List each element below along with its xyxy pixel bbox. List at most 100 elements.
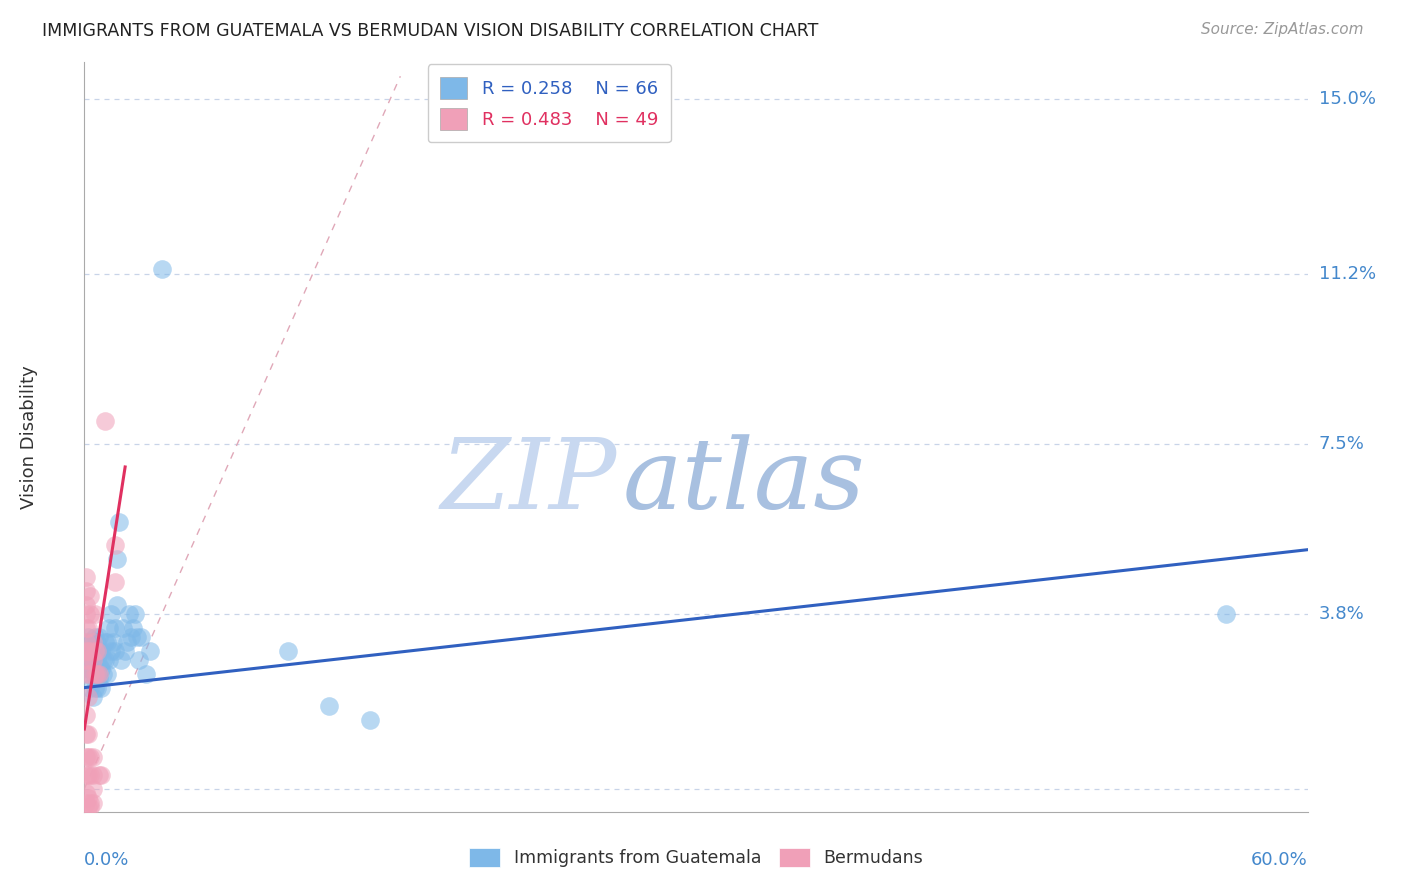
Point	[100, 644, 122, 658]
Point	[115, 634, 138, 648]
Point	[86, 644, 108, 658]
Point	[82, 749, 104, 764]
Point	[86, 666, 108, 681]
Point	[75, 634, 97, 648]
Point	[90, 681, 112, 695]
Point	[138, 644, 160, 658]
Text: IMMIGRANTS FROM GUATEMALA VS BERMUDAN VISION DISABILITY CORRELATION CHART: IMMIGRANTS FROM GUATEMALA VS BERMUDAN VI…	[42, 22, 818, 40]
Point	[122, 621, 145, 635]
Point	[128, 653, 150, 667]
Point	[79, 607, 101, 621]
Point	[110, 653, 132, 667]
Point	[75, 570, 97, 584]
Point	[79, 666, 101, 681]
Point	[91, 653, 114, 667]
Point	[104, 574, 127, 589]
Point	[82, 781, 104, 796]
Point	[77, 653, 100, 667]
Text: 11.2%: 11.2%	[1319, 265, 1376, 283]
Point	[77, 800, 100, 814]
Point	[86, 653, 108, 667]
Point	[75, 598, 97, 612]
Point	[86, 681, 108, 695]
Point	[101, 634, 124, 648]
Point	[77, 644, 100, 658]
Point	[318, 698, 340, 713]
Point	[82, 690, 104, 704]
Point	[82, 666, 104, 681]
Point	[87, 666, 110, 681]
Point	[90, 644, 112, 658]
Point	[79, 749, 101, 764]
Point	[75, 666, 97, 681]
Point	[104, 621, 127, 635]
Point	[82, 644, 104, 658]
Point	[79, 644, 101, 658]
Point	[104, 644, 127, 658]
Point	[83, 653, 105, 667]
Point	[150, 262, 173, 277]
Point	[75, 621, 97, 635]
Point	[77, 653, 100, 667]
Point	[83, 644, 105, 658]
Text: Source: ZipAtlas.com: Source: ZipAtlas.com	[1201, 22, 1364, 37]
Point	[96, 634, 118, 648]
Point	[83, 666, 105, 681]
Point	[86, 634, 108, 648]
Legend: Immigrants from Guatemala, Bermudans: Immigrants from Guatemala, Bermudans	[461, 841, 931, 874]
Point	[359, 713, 381, 727]
Point	[120, 630, 142, 644]
Point	[93, 414, 115, 428]
Point	[114, 644, 136, 658]
Point	[82, 796, 104, 810]
Point	[77, 768, 100, 782]
Point	[100, 607, 122, 621]
Point	[83, 644, 105, 658]
Point	[108, 515, 131, 529]
Point	[77, 690, 100, 704]
Point	[105, 552, 128, 566]
Point	[79, 800, 101, 814]
Point	[77, 621, 100, 635]
Point	[87, 630, 110, 644]
Text: 60.0%: 60.0%	[1251, 851, 1308, 869]
Text: Vision Disability: Vision Disability	[20, 365, 38, 509]
Point	[83, 607, 105, 621]
Point	[75, 749, 97, 764]
Point	[75, 653, 97, 667]
Point	[83, 666, 105, 681]
Point	[112, 621, 135, 635]
Point	[75, 607, 97, 621]
Point	[75, 786, 97, 800]
Point	[135, 666, 157, 681]
Text: 0.0%: 0.0%	[84, 851, 129, 869]
Text: 7.5%: 7.5%	[1319, 435, 1365, 453]
Point	[79, 681, 101, 695]
Point	[277, 644, 299, 658]
Point	[105, 598, 128, 612]
Point	[97, 621, 120, 635]
Point	[82, 653, 104, 667]
Point	[79, 644, 101, 658]
Point	[79, 796, 101, 810]
Point	[77, 644, 100, 658]
Point	[131, 630, 153, 644]
Point	[87, 768, 110, 782]
Point	[79, 653, 101, 667]
Point	[75, 644, 97, 658]
Point	[79, 768, 101, 782]
Point	[77, 630, 100, 644]
Point	[97, 653, 120, 667]
Point	[82, 768, 104, 782]
Point	[87, 672, 110, 686]
Point	[75, 708, 97, 723]
Text: 15.0%: 15.0%	[1319, 90, 1375, 108]
Point	[86, 666, 108, 681]
Point	[96, 666, 118, 681]
Point	[118, 607, 141, 621]
Text: ZIP: ZIP	[440, 434, 616, 530]
Point	[127, 630, 149, 644]
Point	[87, 644, 110, 658]
Point	[82, 634, 104, 648]
Point	[75, 634, 97, 648]
